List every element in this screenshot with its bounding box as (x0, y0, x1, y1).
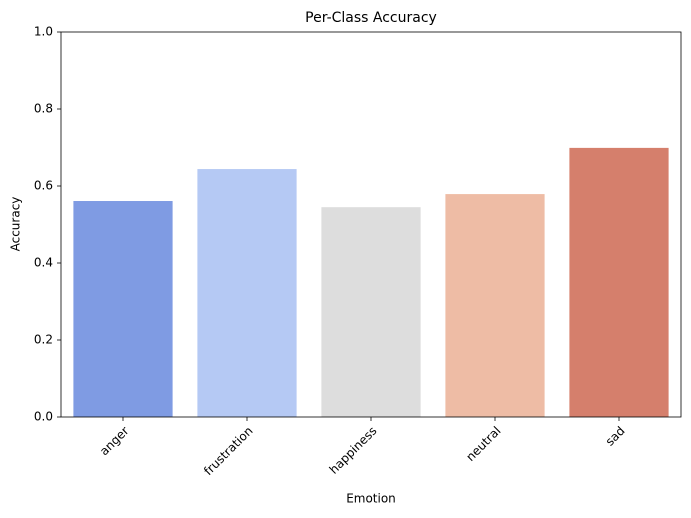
bar (569, 147, 669, 417)
x-tick-label: sad (603, 424, 628, 449)
x-axis-label: Emotion (346, 492, 396, 506)
y-tick-label: 0.0 (34, 410, 53, 424)
y-tick-label: 0.6 (34, 179, 53, 193)
y-tick-label: 1.0 (34, 25, 53, 39)
bar (73, 201, 173, 417)
x-tick-label: anger (97, 424, 132, 459)
bar (445, 194, 545, 417)
y-tick-label: 0.2 (34, 333, 53, 347)
y-axis-label: Accuracy (9, 197, 23, 252)
x-tick-label: neutral (463, 424, 503, 464)
x-tick-label: happiness (327, 424, 380, 477)
chart-title: Per-Class Accuracy (305, 10, 437, 26)
bar (321, 207, 421, 417)
y-tick-label: 0.4 (34, 256, 53, 270)
bar (197, 169, 297, 417)
plot-frame (60, 31, 682, 418)
y-tick-label: 0.8 (34, 102, 53, 116)
x-tick-label: frustration (201, 424, 255, 478)
